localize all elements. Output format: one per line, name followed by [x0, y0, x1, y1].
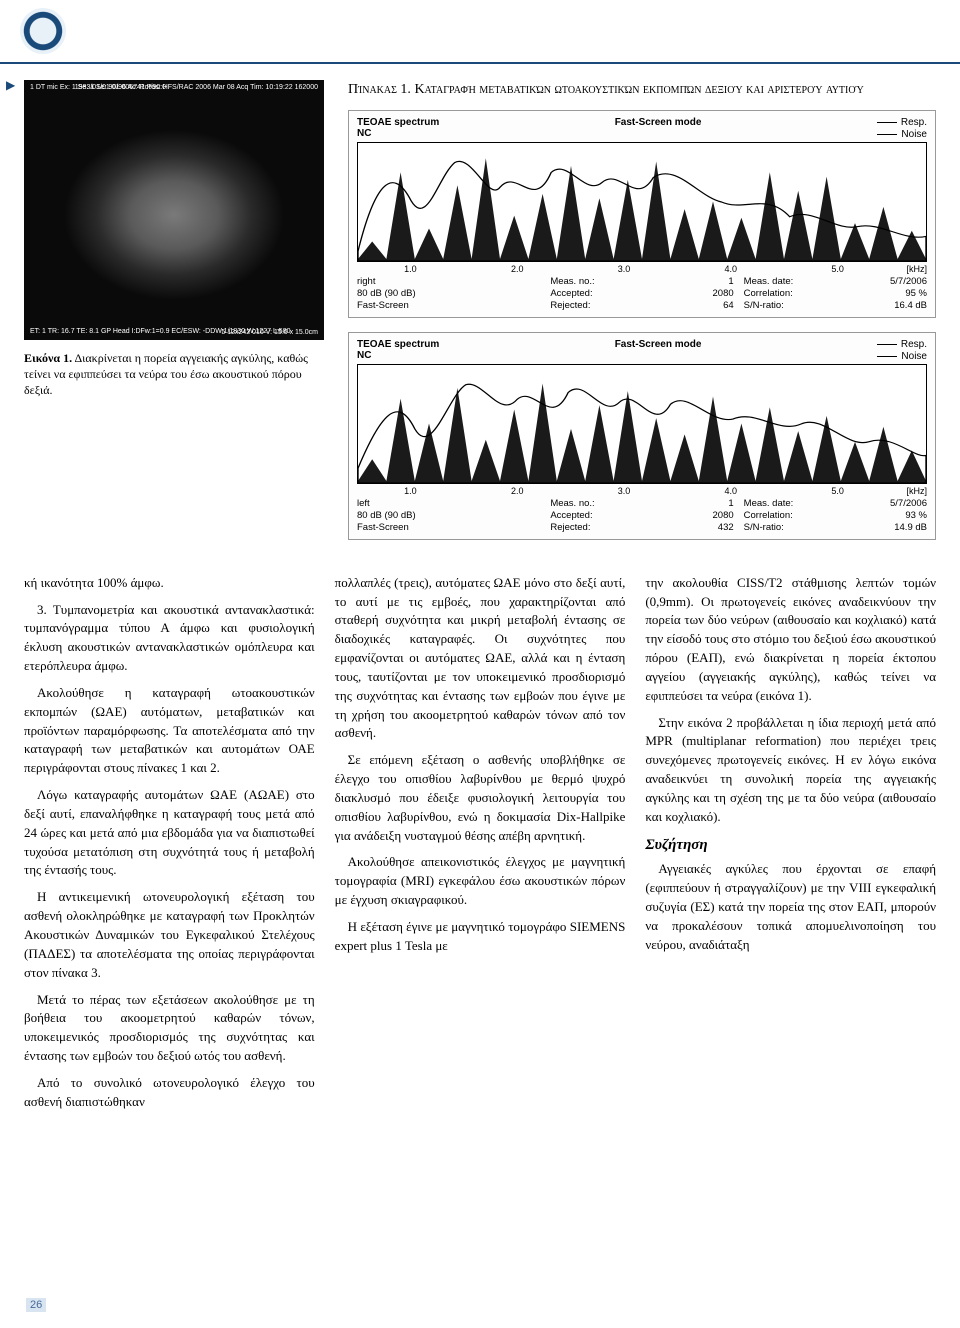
- figure-1-caption-lead: Εικόνα 1.: [24, 351, 72, 365]
- body-paragraph: Μετά το πέρας των εξετάσεων ακολούθησε μ…: [24, 991, 315, 1066]
- column-3: την ακολουθία CISS/T2 στάθμισης λεπτών τ…: [645, 574, 936, 1120]
- body-paragraph: Από το συνολικό ωτονευρολογικό έλεγχο το…: [24, 1074, 315, 1112]
- body-paragraph: Σε επόμενη εξέταση ο ασθενής υποβλήθηκε …: [335, 751, 626, 845]
- spectrum-meta-right: right 80 dB (90 dB) Fast-Screen Meas. no…: [357, 276, 927, 313]
- spectrum-plot-right: [357, 142, 927, 262]
- page-header: [0, 0, 960, 64]
- spectrum-nc: NC: [357, 128, 439, 139]
- table-1-block: Πίνακας 1. Καταγραφή μεταβατικών ωτοακου…: [348, 80, 936, 554]
- spectrum-nc: NC: [357, 350, 439, 361]
- spectrum-meta-left: left 80 dB (90 dB) Fast-Screen Meas. no.…: [357, 498, 927, 535]
- spectrum-title-center: Fast-Screen mode: [615, 339, 702, 362]
- table-1-title-lead: Πίνακας 1.: [348, 82, 411, 97]
- teoae-spectrum-left: TEOAE spectrum NC Fast-Screen mode Resp.…: [348, 332, 936, 540]
- body-paragraph: πολλαπλές (τρεις), αυτόματες ΩΑΕ μόνο στ…: [335, 574, 626, 744]
- body-paragraph: Ακολούθησε απεικονιστικός έλεγχος με μαγ…: [335, 853, 626, 910]
- body-paragraph: Ακολούθησε η καταγραφή ωτοακουστικών εκπ…: [24, 684, 315, 778]
- upper-figure-region: 1 DT mic Ex: 1 Se: 1 Se: 90/96 Ac: Rot/9…: [24, 80, 936, 554]
- section-heading: Συζήτηση: [645, 835, 936, 857]
- legend-noise: Noise: [877, 129, 927, 140]
- table-1-title: Πίνακας 1. Καταγραφή μεταβατικών ωτοακου…: [348, 80, 936, 100]
- body-paragraph: Στην εικόνα 2 προβάλλεται η ίδια περιοχή…: [645, 714, 936, 827]
- journal-logo: [20, 8, 66, 54]
- content-region: 1 DT mic Ex: 1 Se: 1 Se: 90/96 Ac: Rot/9…: [0, 64, 960, 1120]
- body-paragraph: Αγγειακές αγκύλες που έρχονται σε επαφή …: [645, 860, 936, 954]
- continuation-arrow-icon: ▶: [6, 78, 15, 93]
- spectrum-header: TEOAE spectrum NC Fast-Screen mode Resp.…: [357, 117, 927, 140]
- mri-scan-image: 1 DT mic Ex: 1 Se: 1 Se: 90/96 Ac: Rot/9…: [24, 80, 324, 340]
- body-text-columns: κή ικανότητα 100% άμφω. 3. Τυμπανομετρία…: [24, 574, 936, 1120]
- body-paragraph: Η αντικειμενική ωτονευρολογική εξέταση τ…: [24, 888, 315, 982]
- column-2: πολλαπλές (τρεις), αυτόματες ΩΑΕ μόνο στ…: [335, 574, 626, 1120]
- legend-noise: Noise: [877, 351, 927, 362]
- page-number: 26: [26, 1298, 46, 1312]
- teoae-spectrum-right: TEOAE spectrum NC Fast-Screen mode Resp.…: [348, 110, 936, 318]
- spectrum-xaxis: 1.0 2.0 3.0 4.0 5.0 [kHz]: [357, 484, 927, 498]
- body-paragraph: την ακολουθία CISS/T2 στάθμισης λεπτών τ…: [645, 574, 936, 706]
- body-paragraph: Η εξέταση έγινε με μαγνητικό τομογράφο S…: [335, 918, 626, 956]
- spectrum-title-left: TEOAE spectrum: [357, 117, 439, 128]
- spectrum-plot-left: [357, 364, 927, 484]
- spectrum-title-left: TEOAE spectrum: [357, 339, 439, 350]
- legend-resp: Resp.: [877, 117, 927, 128]
- spectrum-title-center: Fast-Screen mode: [615, 117, 702, 140]
- spectrum-header: TEOAE spectrum NC Fast-Screen mode Resp.…: [357, 339, 927, 362]
- figure-1-caption: Εικόνα 1. Διακρίνεται η πορεία αγγειακής…: [24, 350, 324, 399]
- mri-overlay-top-right: 1983/01/01 01 006741 Pos: HFS/RAC 2006 M…: [75, 84, 318, 92]
- figure-1-block: 1 DT mic Ex: 1 Se: 1 Se: 90/96 Ac: Rot/9…: [24, 80, 324, 554]
- legend-resp: Resp.: [877, 339, 927, 350]
- column-1: κή ικανότητα 100% άμφω. 3. Τυμπανομετρία…: [24, 574, 315, 1120]
- mri-overlay-bottom-right: 5 12x242 010 V: 15.0 x 15.0cm: [221, 329, 318, 336]
- spectrum-xaxis: 1.0 2.0 3.0 4.0 5.0 [kHz]: [357, 262, 927, 276]
- body-paragraph: Λόγω καταγραφής αυτομάτων ΩΑΕ (ΑΩΑΕ) στο…: [24, 786, 315, 880]
- body-paragraph: 3. Τυμπανομετρία και ακουστικά αντανακλα…: [24, 601, 315, 676]
- body-paragraph: κή ικανότητα 100% άμφω.: [24, 574, 315, 593]
- table-1-title-body: Καταγραφή μεταβατικών ωτοακουστικών εκπο…: [414, 82, 863, 97]
